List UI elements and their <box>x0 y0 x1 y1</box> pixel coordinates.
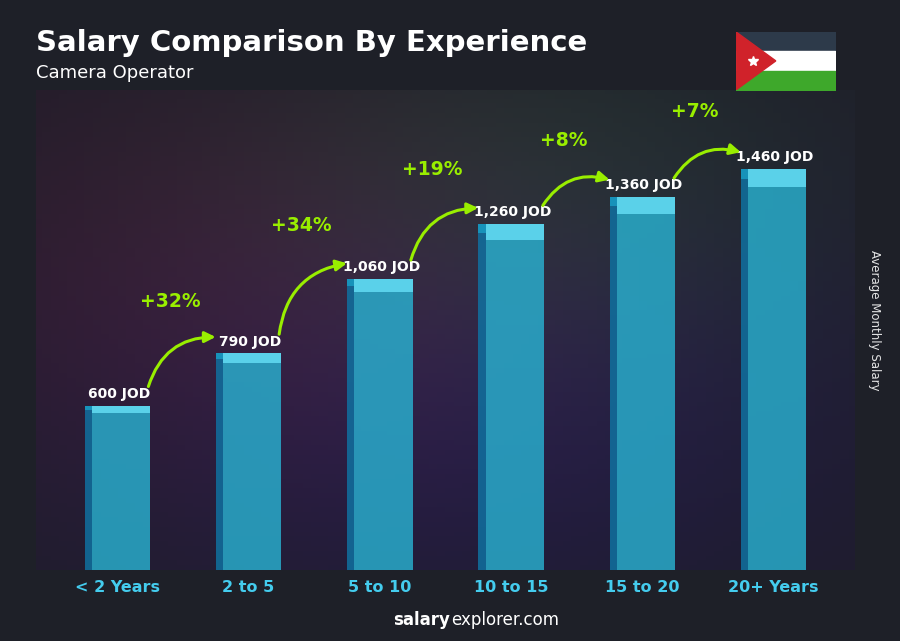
Text: Camera Operator: Camera Operator <box>36 64 194 82</box>
Text: +7%: +7% <box>671 102 718 121</box>
Bar <box>485 224 544 240</box>
Bar <box>741 169 748 179</box>
Bar <box>216 353 223 359</box>
Text: 1,360 JOD: 1,360 JOD <box>605 178 682 192</box>
Text: 1,260 JOD: 1,260 JOD <box>473 205 551 219</box>
Bar <box>741 169 748 570</box>
Text: salary: salary <box>393 612 450 629</box>
Bar <box>609 197 617 206</box>
Bar <box>616 197 675 213</box>
Bar <box>485 224 544 570</box>
Bar <box>748 169 806 570</box>
Bar <box>748 169 806 187</box>
Text: +34%: +34% <box>271 216 331 235</box>
Text: explorer.com: explorer.com <box>451 612 559 629</box>
Bar <box>85 406 92 410</box>
Bar <box>616 197 675 570</box>
Text: +19%: +19% <box>402 160 463 179</box>
Bar <box>347 279 355 570</box>
Bar <box>216 353 223 570</box>
Bar <box>223 353 282 570</box>
Bar <box>92 406 150 413</box>
Bar <box>609 197 617 570</box>
Text: 600 JOD: 600 JOD <box>87 387 149 401</box>
Text: +32%: +32% <box>140 292 200 311</box>
Bar <box>355 279 413 292</box>
Text: Average Monthly Salary: Average Monthly Salary <box>868 250 881 391</box>
Bar <box>223 353 282 363</box>
Bar <box>478 224 485 233</box>
Text: 1,060 JOD: 1,060 JOD <box>343 260 419 274</box>
Text: +8%: +8% <box>540 131 588 150</box>
Text: Salary Comparison By Experience: Salary Comparison By Experience <box>36 29 587 57</box>
Polygon shape <box>736 32 776 90</box>
Text: 1,460 JOD: 1,460 JOD <box>736 151 814 165</box>
Bar <box>92 406 150 570</box>
Bar <box>478 224 485 570</box>
Bar <box>355 279 413 570</box>
Text: 790 JOD: 790 JOD <box>219 335 281 349</box>
Bar <box>347 279 355 287</box>
Bar <box>85 406 92 570</box>
